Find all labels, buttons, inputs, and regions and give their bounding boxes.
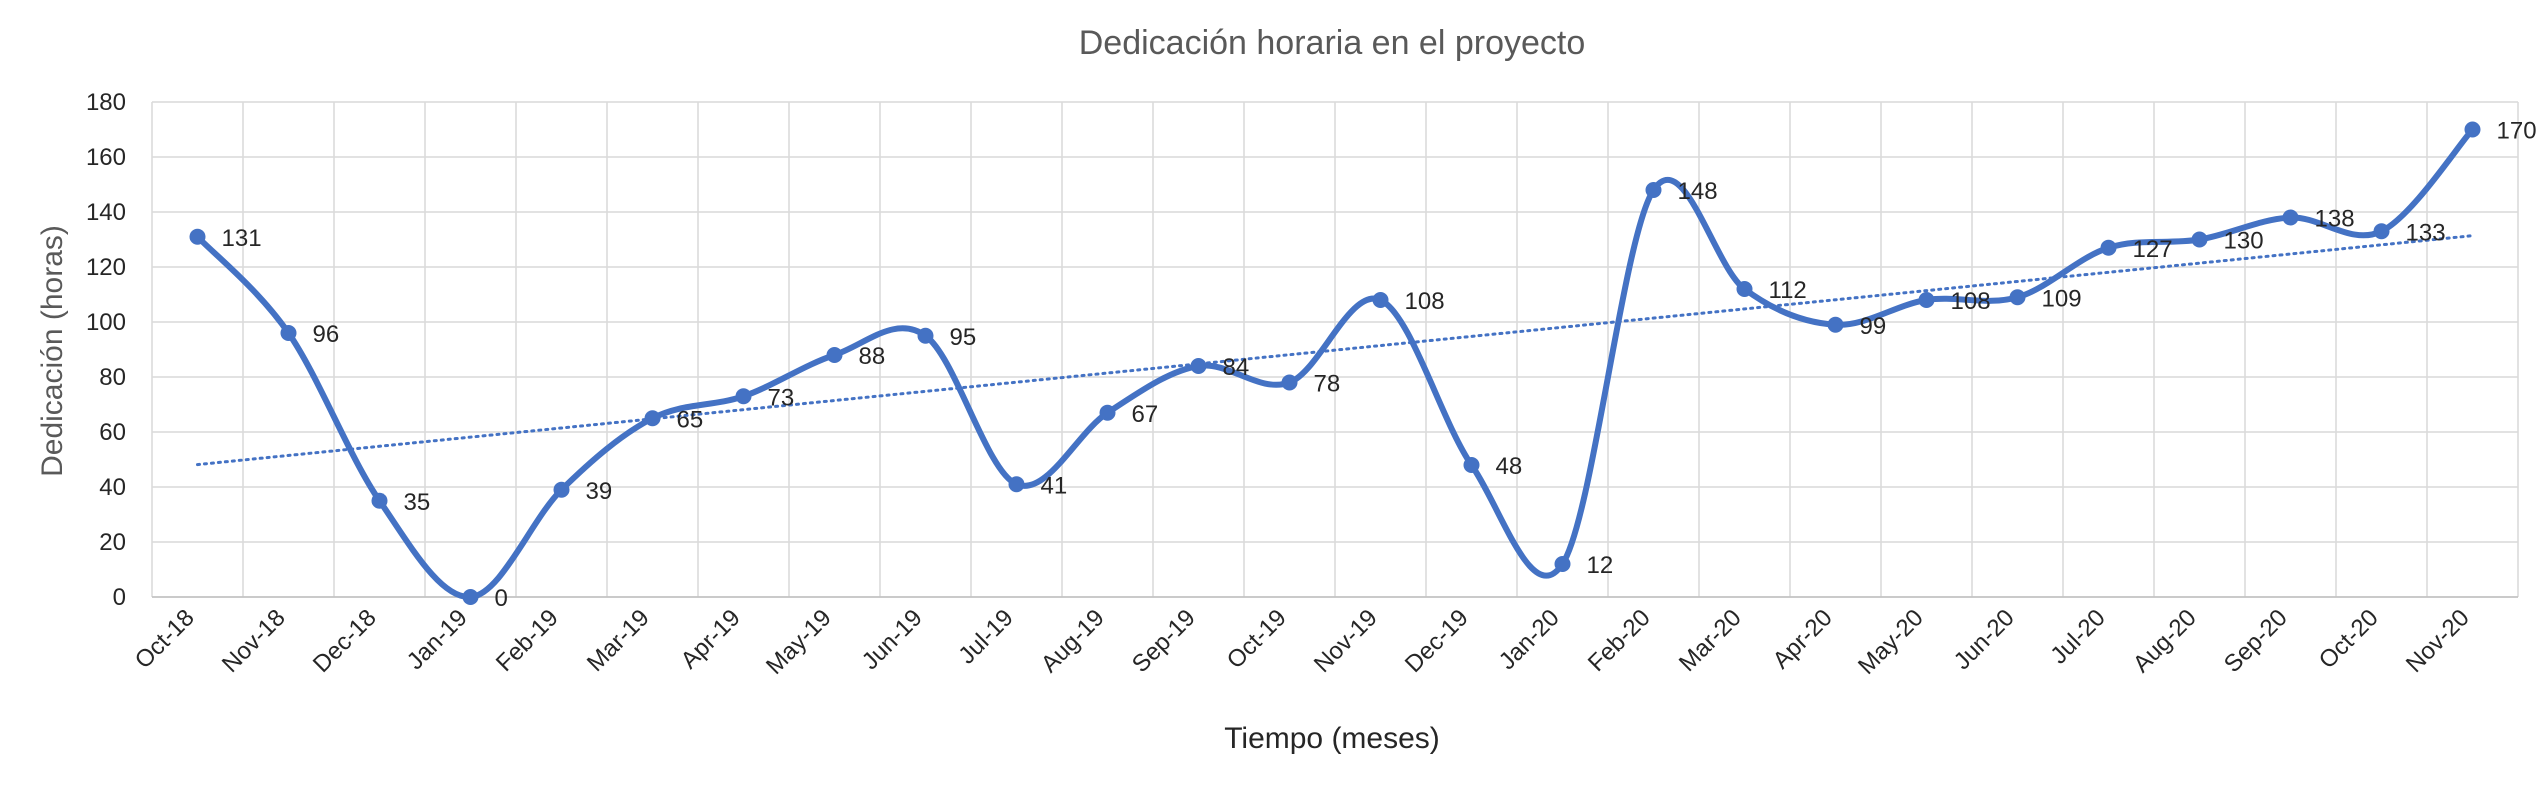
data-point bbox=[826, 347, 843, 363]
data-point bbox=[1645, 182, 1662, 198]
y-tick-label: 140 bbox=[86, 199, 126, 226]
data-point bbox=[1827, 316, 1844, 333]
x-tick-label: Dec-19 bbox=[1400, 604, 1474, 678]
data-label: 112 bbox=[1769, 277, 1807, 304]
data-point bbox=[644, 410, 661, 427]
y-tick-label: 160 bbox=[86, 144, 126, 171]
trend-line bbox=[196, 234, 2474, 467]
data-point bbox=[2191, 231, 2208, 248]
data-label: 73 bbox=[768, 384, 795, 411]
data-point bbox=[1736, 281, 1753, 297]
gridlines bbox=[151, 101, 2519, 598]
data-label: 96 bbox=[313, 321, 340, 348]
y-tick-labels: 0 20 40 60 80 100 120 140 160 180 bbox=[86, 89, 126, 611]
x-tick-label: Sep-20 bbox=[2219, 604, 2293, 678]
x-tick-label: Jun-20 bbox=[1949, 604, 2020, 675]
data-point bbox=[1554, 556, 1571, 572]
x-tick-label: Feb-20 bbox=[1583, 604, 1656, 677]
x-tick-label: Nov-19 bbox=[1309, 604, 1383, 678]
data-label: 84 bbox=[1223, 354, 1250, 381]
data-point bbox=[2100, 239, 2117, 256]
data-point bbox=[371, 492, 388, 509]
data-point bbox=[1918, 292, 1935, 308]
data-points bbox=[189, 121, 2481, 605]
y-tick-label: 40 bbox=[99, 474, 126, 501]
data-point bbox=[917, 327, 934, 344]
data-point bbox=[1463, 457, 1480, 473]
x-tick-label: Apr-19 bbox=[676, 604, 746, 674]
data-label: 88 bbox=[859, 343, 886, 370]
data-point bbox=[1281, 374, 1298, 391]
data-label: 138 bbox=[2315, 206, 2355, 233]
x-tick-label: May-20 bbox=[1853, 604, 1929, 680]
data-point bbox=[2282, 209, 2299, 226]
data-point bbox=[280, 325, 297, 341]
x-tick-label: Sep-19 bbox=[1127, 604, 1201, 678]
x-tick-label: Dec-18 bbox=[308, 604, 382, 678]
data-label: 109 bbox=[2042, 285, 2082, 312]
data-label: 170 bbox=[2497, 118, 2537, 145]
y-tick-label: 120 bbox=[86, 254, 126, 281]
x-tick-label: Jul-20 bbox=[2045, 604, 2110, 669]
data-label: 67 bbox=[1132, 401, 1159, 428]
x-tick-label: Aug-19 bbox=[1036, 604, 1110, 678]
data-label: 65 bbox=[677, 406, 704, 433]
data-label: 41 bbox=[1041, 472, 1068, 499]
x-tick-label: Jun-19 bbox=[857, 604, 928, 675]
chart-title: Dedicación horaria en el proyecto bbox=[1079, 24, 1586, 62]
data-label: 35 bbox=[404, 489, 431, 516]
data-label: 78 bbox=[1314, 371, 1341, 398]
x-tick-label: Jul-19 bbox=[953, 604, 1018, 669]
data-point bbox=[1008, 476, 1025, 493]
y-tick-label: 80 bbox=[99, 364, 126, 391]
data-label: 133 bbox=[2406, 219, 2446, 246]
data-label: 12 bbox=[1587, 552, 1614, 579]
x-tick-label: Oct-19 bbox=[1222, 604, 1292, 674]
x-tick-label: May-19 bbox=[761, 604, 837, 680]
data-point bbox=[1099, 404, 1116, 421]
x-tick-label: Mar-19 bbox=[582, 604, 655, 677]
x-tick-label: Jan-20 bbox=[1494, 604, 1565, 675]
data-label: 48 bbox=[1496, 453, 1523, 480]
data-point bbox=[553, 481, 570, 498]
x-tick-label: Nov-18 bbox=[217, 604, 291, 678]
data-label: 0 bbox=[495, 585, 508, 612]
data-label: 130 bbox=[2224, 228, 2264, 255]
x-axis-title: Tiempo (meses) bbox=[1224, 722, 1440, 755]
data-label: 108 bbox=[1951, 288, 1991, 315]
data-label: 99 bbox=[1860, 313, 1887, 340]
x-tick-label: Oct-18 bbox=[130, 604, 200, 674]
x-tick-labels: Oct-18 Nov-18 Dec-18 Jan-19 Feb-19 Mar-19 Apr-… bbox=[130, 604, 2475, 680]
data-point bbox=[2373, 223, 2390, 240]
y-axis-title: Dedicación (horas) bbox=[36, 225, 69, 477]
data-label: 39 bbox=[586, 478, 613, 505]
data-label: 148 bbox=[1678, 178, 1718, 205]
data-point bbox=[735, 388, 752, 405]
y-tick-label: 20 bbox=[99, 529, 126, 556]
data-point bbox=[1372, 292, 1389, 308]
x-tick-label: Mar-20 bbox=[1674, 604, 1747, 677]
data-point bbox=[1190, 358, 1207, 374]
data-label: 108 bbox=[1405, 288, 1445, 315]
data-point bbox=[189, 228, 206, 245]
x-tick-label: Jan-19 bbox=[402, 604, 473, 675]
x-tick-label: Oct-20 bbox=[2314, 604, 2384, 674]
x-tick-label: Apr-20 bbox=[1768, 604, 1838, 674]
data-point bbox=[2009, 289, 2026, 306]
data-label: 131 bbox=[222, 225, 262, 252]
data-label: 95 bbox=[950, 324, 977, 351]
data-labels: 131 96 35 0 39 65 73 88 95 41 67 84 78 108 48 12 148 112 9… bbox=[222, 118, 2537, 613]
data-point bbox=[2464, 121, 2481, 138]
x-tick-label: Feb-19 bbox=[491, 604, 564, 677]
y-tick-label: 180 bbox=[86, 89, 126, 116]
x-tick-label: Nov-20 bbox=[2401, 604, 2475, 678]
data-point bbox=[462, 589, 479, 605]
y-tick-label: 100 bbox=[86, 309, 126, 336]
y-tick-label: 0 bbox=[113, 584, 126, 611]
data-label: 127 bbox=[2133, 236, 2173, 263]
y-tick-label: 60 bbox=[99, 419, 126, 446]
x-tick-label: Aug-20 bbox=[2128, 604, 2202, 678]
